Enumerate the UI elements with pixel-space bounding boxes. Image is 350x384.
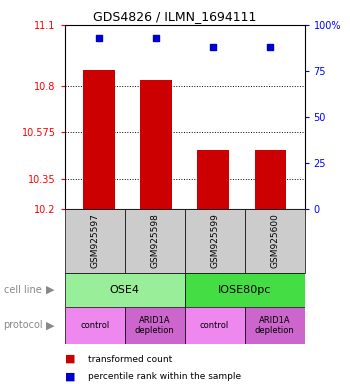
Text: GSM925597: GSM925597 [90,214,99,268]
Bar [65,307,125,344]
Text: control: control [80,321,109,330]
Point [267,44,273,50]
Text: IOSE80pc: IOSE80pc [218,285,271,295]
Text: GDS4826 / ILMN_1694111: GDS4826 / ILMN_1694111 [93,10,257,23]
Bar [254,150,286,209]
Bar [185,307,245,344]
Bar [83,70,115,209]
Text: control: control [200,321,229,330]
Text: ■: ■ [65,371,75,381]
Text: percentile rank within the sample: percentile rank within the sample [88,372,241,381]
Text: transformed count: transformed count [88,354,172,364]
Point [96,35,102,41]
Text: ▶: ▶ [46,320,54,331]
Text: GSM925598: GSM925598 [150,214,159,268]
Bar [65,273,185,307]
Text: protocol: protocol [4,320,43,331]
Text: ▶: ▶ [46,285,54,295]
Text: OSE4: OSE4 [110,285,140,295]
Text: cell line: cell line [4,285,41,295]
Point [153,35,159,41]
Point [210,44,216,50]
Text: ■: ■ [65,354,75,364]
Bar [140,80,172,209]
Bar [185,273,304,307]
Bar [185,209,245,273]
Text: ARID1A
depletion: ARID1A depletion [135,316,175,335]
Text: ARID1A
depletion: ARID1A depletion [255,316,294,335]
Bar [197,150,229,209]
Text: GSM925599: GSM925599 [210,214,219,268]
Bar [245,209,304,273]
Bar [245,307,304,344]
Bar [125,307,185,344]
Bar [65,209,125,273]
Bar [125,209,185,273]
Text: GSM925600: GSM925600 [270,214,279,268]
